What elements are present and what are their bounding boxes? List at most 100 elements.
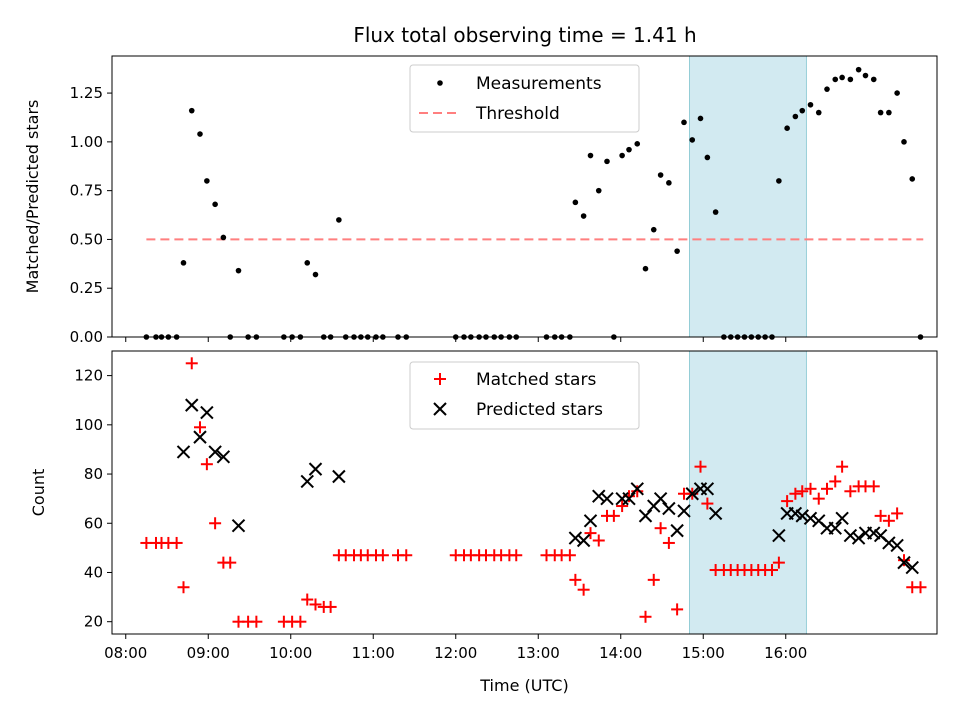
measurement-point <box>572 199 579 206</box>
predicted-star-point <box>576 533 591 548</box>
legend-x-icon <box>433 402 447 416</box>
predicted-star-point <box>216 450 231 464</box>
matched-star-point <box>584 527 597 540</box>
matched-star-point <box>400 549 413 562</box>
predicted-star-point <box>583 514 598 528</box>
measurement-point <box>681 119 687 126</box>
matched-star-point <box>569 573 582 586</box>
measurement-point <box>901 139 907 145</box>
top-y-tick-label: 1.00 <box>70 133 103 151</box>
matched-star-point <box>563 549 576 562</box>
predicted-star-point <box>905 560 919 575</box>
matched-star-point <box>209 517 222 530</box>
matched-star-point <box>914 581 927 594</box>
measurement-point <box>855 66 862 73</box>
predicted-star-point <box>630 482 644 496</box>
matched-star-point <box>694 460 707 473</box>
bottom-y-axis-label: Count <box>29 469 48 517</box>
top-panel: 0.00 0.25 0.50 0.75 1.00 1.25 Matched/Predict… <box>23 55 938 346</box>
matched-star-point <box>376 549 389 562</box>
measurement-point <box>784 125 790 132</box>
measurement-point <box>634 141 641 147</box>
predicted-star-point <box>803 511 818 526</box>
predicted-stars-points <box>176 398 919 575</box>
top-highlight-region <box>689 55 807 338</box>
matched-star-point <box>821 482 833 495</box>
measurement-point <box>312 271 319 278</box>
predicted-star-point <box>231 519 246 533</box>
matched-star-point <box>898 554 910 567</box>
bottom-legend: Matched stars Predicted stars <box>409 361 640 430</box>
top-y-axis: 0.00 0.25 0.50 0.75 1.00 1.25 <box>70 84 112 346</box>
measurement-point <box>580 213 587 219</box>
predicted-star-point <box>600 491 614 506</box>
measurement-point <box>220 234 227 241</box>
measurement-point <box>870 76 877 83</box>
predicted-star-point <box>772 528 786 543</box>
measurement-point <box>336 217 342 223</box>
predicted-star-point <box>795 509 809 523</box>
matched-star-point <box>812 492 825 505</box>
bottom-panel: 20 40 60 80 100 120 08:00 09:00 10:00 11:00 12:00… <box>29 350 938 695</box>
predicted-star-point <box>200 405 214 420</box>
matched-star-point <box>804 482 817 495</box>
measurement-point <box>877 109 884 116</box>
bottom-y-tick-label: 120 <box>74 367 103 385</box>
predicted-star-point <box>332 469 346 484</box>
bottom-x-axis: 08:00 09:00 10:00 11:00 12:00 13:00 14:00 15:00… <box>104 634 807 662</box>
matched-star-point <box>170 536 183 549</box>
measurement-point <box>619 152 625 159</box>
measurement-point <box>674 248 680 254</box>
top-y-axis-label: Matched/Predicted stars <box>23 100 42 294</box>
matched-star-point <box>577 583 590 596</box>
predicted-star-point <box>308 462 323 476</box>
legend-plus-icon <box>434 373 446 385</box>
measurement-point <box>799 107 806 114</box>
measurement-point <box>197 131 203 137</box>
x-tick-label: 10:00 <box>269 644 312 662</box>
matched-star-point <box>250 615 263 628</box>
measurement-points <box>143 66 924 340</box>
matched-star-point <box>882 514 895 527</box>
measurement-point <box>909 176 916 182</box>
top-legend-box <box>409 64 640 133</box>
matched-star-point <box>867 480 880 493</box>
bottom-y-axis: 20 40 60 80 100 120 <box>74 367 112 631</box>
measurement-point <box>815 109 822 116</box>
measurement-point <box>212 201 218 208</box>
top-axes-frame <box>111 55 938 338</box>
predicted-star-point <box>670 523 684 538</box>
measurement-point <box>666 180 672 186</box>
matched-star-point <box>766 564 778 577</box>
x-tick-label: 16:00 <box>764 644 807 662</box>
predicted-star-point <box>638 509 653 523</box>
top-y-tick-label: 0.50 <box>70 230 103 248</box>
top-y-tick-label: 0.00 <box>70 328 103 346</box>
matched-star-point <box>194 421 206 434</box>
measurement-point <box>689 137 696 143</box>
matched-star-point <box>789 487 802 500</box>
matched-star-point <box>836 460 849 473</box>
predicted-star-point <box>185 398 199 412</box>
predicted-star-point <box>685 487 699 501</box>
measurement-point <box>304 260 311 266</box>
legend-measurements-label: Measurements <box>476 74 602 94</box>
predicted-star-point <box>208 445 222 459</box>
measurement-point <box>886 109 892 116</box>
matched-star-point <box>891 507 904 520</box>
bottom-y-tick-label: 60 <box>84 514 103 532</box>
matched-star-point <box>309 598 322 611</box>
measurement-point <box>235 267 242 274</box>
matched-star-point <box>324 600 337 613</box>
predicted-star-point <box>300 474 314 489</box>
matched-star-point <box>647 573 660 586</box>
predicted-star-point <box>835 511 849 526</box>
matched-star-point <box>631 485 644 498</box>
predicted-star-point <box>677 504 691 518</box>
legend-threshold-label: Threshold <box>475 104 560 124</box>
bottom-y-tick-label: 80 <box>84 465 103 483</box>
predicted-star-point <box>622 491 636 506</box>
top-y-tick-label: 0.75 <box>70 182 103 200</box>
matched-star-point <box>796 485 809 498</box>
